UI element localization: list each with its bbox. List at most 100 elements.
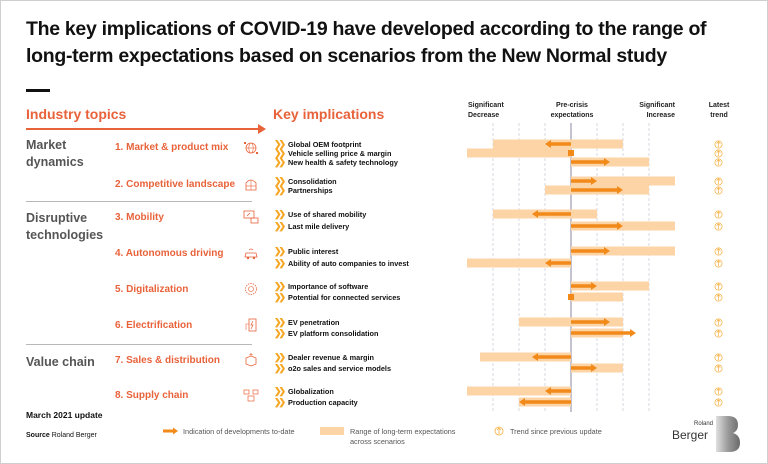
implication-label: Vehicle selling price & margin bbox=[288, 149, 392, 158]
implication-item: ❯❯ EV platform consolidation bbox=[274, 328, 378, 338]
development-arrow-up bbox=[571, 222, 623, 230]
range-bar bbox=[467, 258, 571, 268]
development-arrow-down bbox=[545, 140, 571, 148]
implication-label: EV platform consolidation bbox=[288, 329, 379, 338]
latest-trend-label: Latest trend bbox=[700, 101, 738, 121]
implication-item: ❯❯ Consolidation bbox=[274, 176, 337, 186]
development-arrow-up bbox=[571, 177, 597, 185]
trend-icon bbox=[714, 222, 723, 230]
implication-item: ❯❯ Importance of software bbox=[274, 281, 368, 291]
digital-globe-icon bbox=[245, 283, 257, 295]
category-label: Disruptive bbox=[26, 211, 88, 225]
implication-label: Public interest bbox=[288, 247, 339, 256]
implication-item: ❯❯ Ability of auto companies to invest bbox=[274, 258, 409, 268]
chevron-icon: ❯❯ bbox=[274, 209, 286, 219]
implication-item: ❯❯ Production capacity bbox=[274, 397, 358, 407]
implication-label: Partnerships bbox=[288, 186, 333, 195]
source-value: Roland Berger bbox=[51, 432, 97, 439]
chevron-icon: ❯❯ bbox=[274, 148, 286, 158]
category-divider bbox=[26, 344, 252, 345]
key-implications-header: Key implications bbox=[273, 106, 385, 122]
category-label: Value chain bbox=[26, 355, 95, 369]
trend-icon bbox=[714, 149, 723, 157]
chevron-icon: ❯❯ bbox=[274, 317, 286, 327]
chevron-icon: ❯❯ bbox=[274, 185, 286, 195]
implication-label: Global OEM footprint bbox=[288, 140, 362, 149]
topic-digitalization: 5. Digitalization bbox=[115, 284, 189, 295]
page-title: The key implications of COVID-19 have de… bbox=[26, 18, 707, 67]
implication-item: ❯❯ Globalization bbox=[274, 386, 334, 396]
implication-label: EV penetration bbox=[288, 318, 340, 327]
legend-range-swatch bbox=[320, 427, 344, 435]
development-arrow-up bbox=[571, 186, 623, 194]
sig-increase-line1: Significant bbox=[639, 102, 675, 109]
logo-berger: Berger bbox=[672, 428, 709, 442]
range-bar bbox=[571, 292, 623, 302]
logo-roland: Roland bbox=[694, 421, 714, 427]
category-divider bbox=[26, 201, 252, 202]
chevron-icon: ❯❯ bbox=[274, 139, 286, 149]
legend-range-text: Range of long-term expectations across s… bbox=[350, 427, 455, 447]
update-date: March 2021 update bbox=[26, 410, 103, 420]
development-arrow-up bbox=[571, 247, 610, 255]
sig-decrease-line1: Significant bbox=[468, 102, 504, 109]
sig-decrease-line2: Decrease bbox=[468, 112, 500, 119]
implication-label: Potential for connected services bbox=[288, 293, 401, 302]
topics-arrow-head-icon bbox=[258, 124, 266, 134]
implication-label: Last mile delivery bbox=[288, 222, 350, 231]
trend-icon bbox=[714, 353, 723, 361]
supply-chain-icon bbox=[243, 389, 259, 402]
range-bar bbox=[571, 176, 675, 186]
legend-arrow-icon bbox=[163, 427, 178, 435]
implication-item: ❯❯ Dealer revenue & margin bbox=[274, 352, 374, 362]
chevron-icon: ❯❯ bbox=[274, 246, 286, 256]
implication-item: ❯❯ o2o sales and service models bbox=[274, 363, 391, 373]
trend-icon bbox=[714, 329, 723, 337]
trend-icon bbox=[714, 140, 723, 148]
trend-icon bbox=[714, 247, 723, 255]
category-market-dynamics: Market dynamics bbox=[26, 137, 84, 171]
industry-topics-header: Industry topics bbox=[26, 106, 127, 122]
chevron-icon: ❯❯ bbox=[274, 157, 286, 167]
source-line: Source Roland Berger bbox=[26, 432, 97, 439]
range-bar bbox=[571, 246, 675, 256]
topic-sales-distribution: 7. Sales & distribution bbox=[115, 355, 221, 366]
chevron-icon: ❯❯ bbox=[274, 386, 286, 396]
category-label: technologies bbox=[26, 228, 104, 242]
category-disruptive-technologies: Disruptive technologies bbox=[26, 210, 103, 244]
no-change-marker bbox=[568, 294, 574, 300]
implication-label: o2o sales and service models bbox=[288, 364, 392, 373]
pre-crisis-line2: expectations bbox=[550, 112, 594, 119]
topic-autonomous-driving: 4. Autonomous driving bbox=[115, 248, 224, 259]
implication-label: New health & safety technology bbox=[288, 158, 398, 167]
implication-label: Ability of auto companies to invest bbox=[288, 259, 409, 268]
chevron-icon: ❯❯ bbox=[274, 328, 286, 338]
no-change-marker bbox=[568, 150, 574, 156]
implication-label: Importance of software bbox=[288, 282, 369, 291]
latest-trend-line1: Latest bbox=[708, 102, 730, 109]
autonomous-car-icon bbox=[244, 248, 258, 260]
topics-arrow-line bbox=[26, 128, 262, 130]
development-arrow-down bbox=[519, 398, 571, 406]
implication-label: Globalization bbox=[288, 387, 334, 396]
implication-item: ❯❯ Use of shared mobility bbox=[274, 209, 366, 219]
pre-crisis-label: Pre-crisis expectations bbox=[546, 101, 598, 121]
pre-crisis-line1: Pre-crisis bbox=[556, 102, 588, 109]
implication-label: Dealer revenue & margin bbox=[288, 353, 374, 362]
chevron-icon: ❯❯ bbox=[274, 281, 286, 291]
source-label: Source bbox=[26, 432, 50, 439]
development-arrow-up bbox=[571, 158, 610, 166]
chevron-icon: ❯❯ bbox=[274, 397, 286, 407]
legend-trend-text: Trend since previous update bbox=[510, 427, 602, 436]
implication-label: Use of shared mobility bbox=[288, 210, 367, 219]
range-bar bbox=[467, 148, 571, 158]
implication-item: ❯❯ Potential for connected services bbox=[274, 292, 400, 302]
implication-item: ❯❯ EV penetration bbox=[274, 317, 340, 327]
category-value-chain: Value chain bbox=[26, 354, 95, 371]
chevron-icon: ❯❯ bbox=[274, 176, 286, 186]
globe-icon bbox=[244, 142, 258, 154]
trend-icon bbox=[714, 318, 723, 326]
trend-icon bbox=[714, 398, 723, 406]
implication-item: ❯❯ Partnerships bbox=[274, 185, 333, 195]
